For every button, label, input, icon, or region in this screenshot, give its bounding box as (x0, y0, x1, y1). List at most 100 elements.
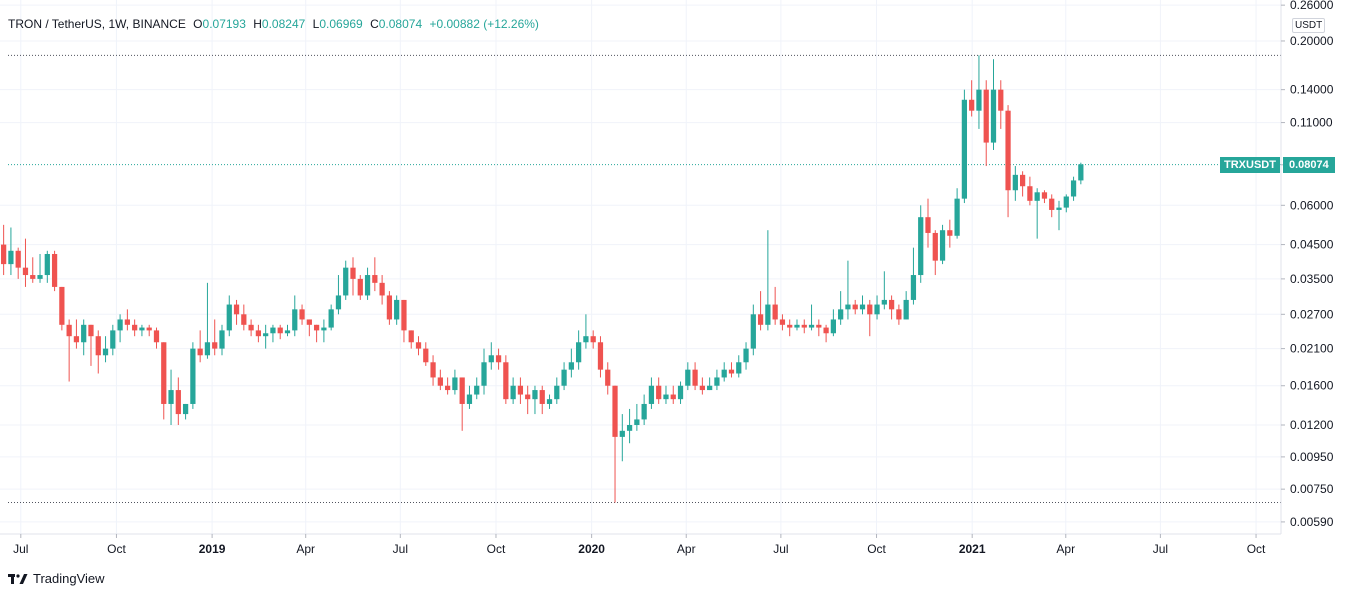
candle (8, 227, 14, 276)
candle (15, 247, 21, 279)
tradingview-brand[interactable]: TradingView (8, 571, 105, 586)
candle (838, 291, 844, 325)
candle (590, 330, 596, 349)
candle-body-up (874, 304, 880, 315)
last-price-tag: 0.08074 (1283, 156, 1335, 173)
candle (233, 299, 240, 325)
candle-body-up (750, 314, 756, 349)
price-tick-label: 0.03500 (1290, 272, 1334, 286)
time-scale[interactable]: Jul Oct 2019 Apr Jul Oct 2020 Apr Jul Oct 2021 Apr J… (13, 534, 1266, 556)
candle (81, 319, 87, 356)
candle-body-down (459, 377, 465, 404)
candle (888, 295, 895, 320)
candle (102, 336, 109, 363)
candle-body-down (233, 304, 240, 315)
time-tick-label: Jul (13, 542, 28, 556)
candle (845, 260, 851, 320)
candle-body-down (313, 324, 320, 331)
currency-badge[interactable]: USDT (1292, 18, 1326, 33)
candle-body-down (525, 394, 531, 400)
candle-body-up (881, 299, 887, 305)
candle (532, 385, 538, 415)
candle (88, 324, 94, 366)
candle (779, 314, 786, 331)
candle-body-down (350, 267, 356, 279)
candle-body-up (554, 385, 560, 400)
candle (939, 224, 946, 265)
high-label: H (253, 17, 262, 31)
candle (95, 330, 101, 374)
price-scale[interactable]: 0.26000 0.20000 0.14000 0.11000 0.08074 0.060… (1281, 0, 1334, 529)
candle (372, 257, 378, 292)
candle (568, 348, 574, 378)
price-tick-label: 0.00950 (1290, 450, 1334, 464)
candle (321, 319, 327, 343)
candle (626, 408, 633, 444)
candle-body-down (699, 385, 705, 391)
candle-body-up (510, 385, 516, 400)
candle-body-down (379, 282, 385, 296)
candle-body-up (663, 394, 669, 400)
candle-body-up (838, 309, 844, 320)
candle (153, 327, 160, 349)
candle (37, 253, 43, 283)
candle-body-up (910, 275, 917, 300)
candle-body-down (430, 362, 436, 378)
time-tick-label: 2021 (959, 542, 986, 556)
candle (634, 403, 640, 431)
candle (765, 230, 771, 331)
candle (401, 299, 407, 343)
grid (0, 0, 1281, 534)
candle (910, 247, 917, 305)
candle-body-down (299, 309, 305, 320)
candle-body-down (1019, 174, 1026, 187)
candle (437, 369, 443, 391)
candle (299, 304, 305, 325)
candle (721, 362, 727, 382)
candle (255, 324, 262, 343)
candle-body-up (263, 333, 269, 337)
candle (190, 342, 196, 409)
candle (270, 324, 276, 343)
candle-body-up (576, 342, 582, 363)
candle-body-up (918, 217, 924, 276)
candle-body-down (998, 89, 1004, 111)
price-tick-label: 0.00750 (1290, 482, 1334, 496)
price-tick-label: 0.01200 (1290, 418, 1334, 432)
candle (787, 319, 793, 337)
time-tick-label: Jul (1153, 542, 1168, 556)
candle-body-down (612, 385, 618, 437)
candle-body-up (102, 348, 109, 356)
candle-body-down (248, 324, 254, 331)
candle-body-down (22, 267, 29, 276)
candle-body-down (932, 232, 938, 261)
candle-body-down (947, 230, 953, 236)
symbol-legend: TRON / TetherUS, 1W, BINANCE O0.07193 H0… (8, 17, 539, 31)
candle (561, 362, 567, 391)
candle (415, 336, 422, 356)
candle-body-down (255, 330, 262, 337)
candle-body-down (692, 369, 698, 386)
candle (707, 377, 713, 391)
candle (932, 230, 938, 276)
candle-body-up (488, 355, 494, 363)
candle-body-up (1070, 180, 1077, 197)
candle-body-down (386, 295, 393, 320)
candle (961, 89, 968, 204)
candle (386, 291, 393, 325)
candle (59, 286, 65, 331)
candle-body-up (204, 342, 211, 356)
candle (313, 324, 320, 343)
candle (925, 198, 931, 248)
candle (481, 348, 487, 395)
candle (110, 324, 116, 356)
candle-body-down (423, 348, 429, 363)
candle (335, 275, 342, 315)
candle (612, 385, 618, 503)
candle-body-up (335, 295, 342, 310)
candle-body-down (597, 342, 604, 370)
candle-body-up (117, 319, 123, 331)
candle-body-down (51, 253, 58, 287)
candle-body-down (888, 299, 895, 310)
